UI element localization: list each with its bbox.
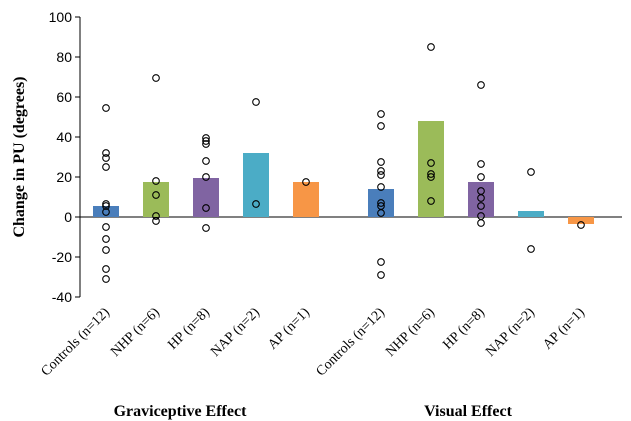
- bar: [418, 121, 444, 217]
- data-point: [102, 208, 110, 216]
- group-label: Visual Effect: [424, 403, 513, 420]
- data-point: [377, 209, 385, 217]
- data-point: [302, 178, 310, 186]
- data-point: [527, 245, 535, 253]
- data-point: [152, 191, 160, 199]
- data-point: [477, 194, 485, 202]
- y-axis-title-group: Change in PU (degrees): [11, 76, 28, 237]
- data-point: [427, 43, 435, 51]
- bar: [143, 182, 169, 217]
- data-point: [427, 173, 435, 181]
- data-point: [102, 163, 110, 171]
- data-point: [152, 212, 160, 220]
- category-label: AP (n=1): [540, 305, 588, 353]
- data-point: [377, 171, 385, 179]
- data-point: [152, 177, 160, 185]
- data-point: [202, 204, 210, 212]
- data-point: [427, 159, 435, 167]
- data-point: [252, 200, 260, 208]
- data-point: [377, 271, 385, 279]
- bar: [93, 206, 119, 217]
- data-point: [577, 221, 585, 229]
- data-point: [102, 275, 110, 283]
- data-point: [377, 258, 385, 266]
- y-tick-label: 80: [56, 49, 72, 65]
- data-point: [377, 158, 385, 166]
- bar: [193, 178, 219, 217]
- data-point: [152, 74, 160, 82]
- category-label: HP (n=8): [165, 305, 213, 353]
- category-labels: Controls (n=12)NHP (n=6) HP (n=8)NAP (n=2…: [39, 305, 588, 379]
- data-point: [102, 246, 110, 254]
- data-point: [477, 202, 485, 210]
- y-tick-label: 40: [56, 129, 72, 145]
- bar: [518, 211, 544, 217]
- group-labels: Graviceptive Effect Visual Effect: [114, 403, 513, 420]
- y-tick-label: -20: [52, 249, 72, 265]
- category-label: NAP (n=2): [483, 305, 538, 360]
- data-point: [202, 140, 210, 148]
- y-tick-label: 60: [56, 89, 72, 105]
- data-point: [202, 134, 210, 142]
- axes: -40 -20 0 20 40 60 80 100: [49, 9, 622, 305]
- bar: [568, 217, 594, 224]
- group-label: Graviceptive Effect: [114, 403, 248, 420]
- data-point: [427, 170, 435, 178]
- data-point: [202, 137, 210, 145]
- data-point: [477, 173, 485, 181]
- bar: [293, 182, 319, 217]
- bars: [93, 121, 594, 224]
- data-point: [102, 202, 110, 210]
- data-point: [377, 110, 385, 118]
- data-point: [527, 168, 535, 176]
- data-point: [102, 104, 110, 112]
- data-point: [252, 98, 260, 106]
- data-point: [152, 217, 160, 225]
- category-label: Controls (n=12): [314, 305, 388, 379]
- bar: [243, 153, 269, 217]
- category-label: NAP (n=2): [208, 305, 263, 360]
- category-label: HP (n=8): [440, 305, 488, 353]
- data-point: [102, 265, 110, 273]
- data-point: [102, 154, 110, 162]
- data-point: [102, 149, 110, 157]
- data-point: [377, 199, 385, 207]
- category-label: NHP (n=6): [108, 305, 163, 360]
- data-point: [477, 219, 485, 227]
- data-point: [377, 167, 385, 175]
- data-point: [202, 224, 210, 232]
- y-tick-label: 100: [49, 9, 73, 25]
- y-tick-label: 0: [64, 209, 72, 225]
- data-point: [102, 235, 110, 243]
- data-point: [377, 183, 385, 191]
- category-label: Controls (n=12): [39, 305, 113, 379]
- data-points: [102, 43, 585, 283]
- data-point: [477, 160, 485, 168]
- category-label: AP (n=1): [265, 305, 313, 353]
- y-tick-label: 20: [56, 169, 72, 185]
- data-point: [477, 81, 485, 89]
- y-tick-label: -40: [52, 289, 72, 305]
- data-point: [102, 200, 110, 208]
- data-point: [377, 122, 385, 130]
- data-point: [427, 197, 435, 205]
- y-axis-title: Change in PU (degrees): [11, 76, 28, 237]
- category-label: NHP (n=6): [383, 305, 438, 360]
- data-point: [202, 173, 210, 181]
- data-point: [202, 157, 210, 165]
- data-point: [102, 223, 110, 231]
